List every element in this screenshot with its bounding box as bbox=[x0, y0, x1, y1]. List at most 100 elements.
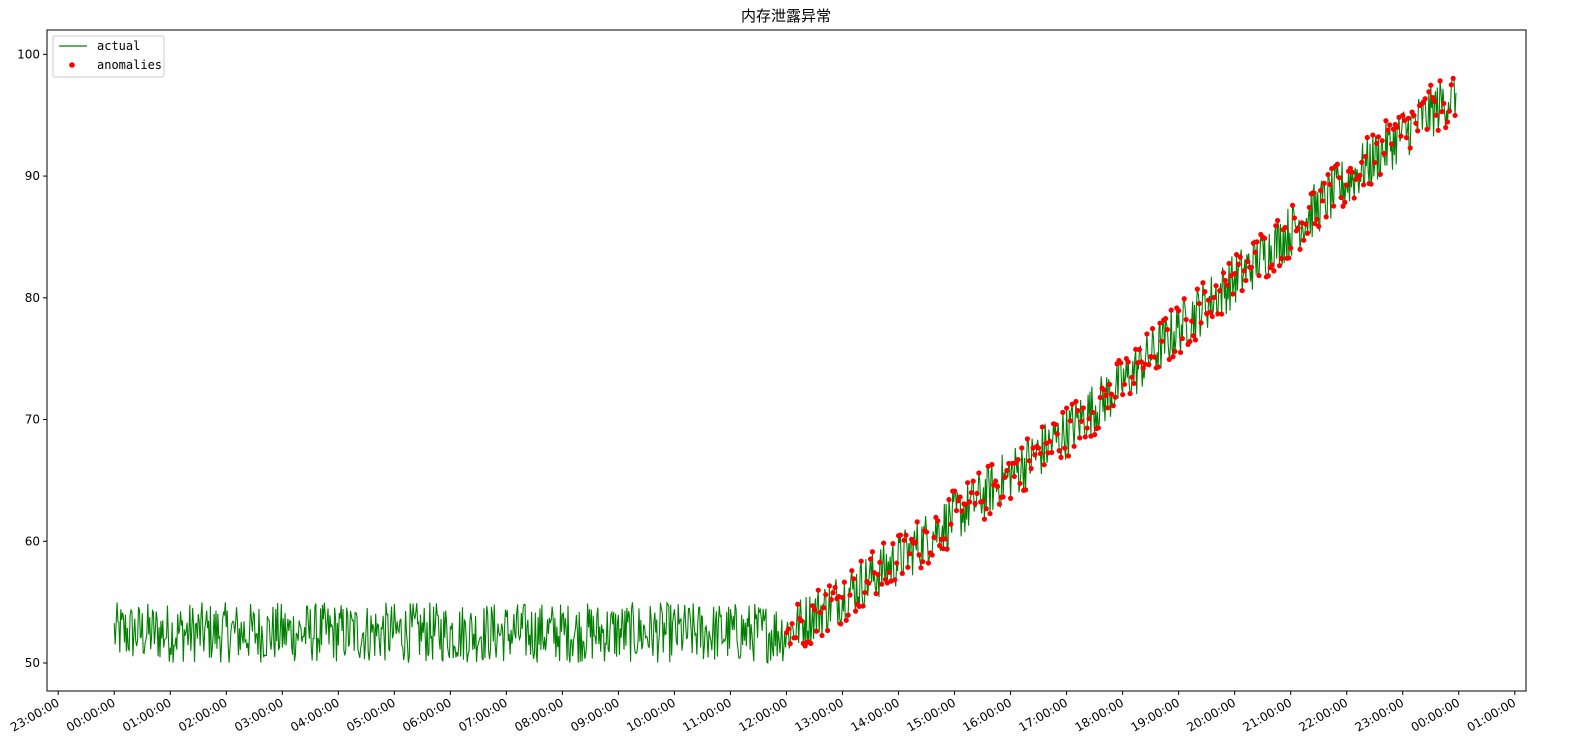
anomaly-point bbox=[858, 558, 864, 564]
anomaly-point bbox=[811, 607, 818, 613]
anomaly-point bbox=[1230, 291, 1236, 297]
anomaly-point bbox=[1360, 182, 1367, 188]
anomaly-point bbox=[1448, 82, 1454, 88]
anomaly-point bbox=[1383, 118, 1389, 124]
y-axis: 50 60 70 80 90 100 bbox=[17, 47, 47, 670]
x-tick-label: 23:00:00 bbox=[8, 695, 62, 734]
anomaly-point bbox=[851, 576, 857, 582]
anomaly-point bbox=[1342, 199, 1348, 205]
anomaly-point bbox=[1403, 135, 1410, 141]
anomaly-point bbox=[1191, 333, 1197, 339]
anomaly-point bbox=[860, 603, 866, 609]
anomaly-point bbox=[1261, 235, 1268, 241]
anomaly-point bbox=[923, 529, 930, 535]
anomaly-point bbox=[1004, 467, 1010, 474]
anomaly-point bbox=[1435, 127, 1441, 133]
anomaly-point bbox=[1108, 391, 1115, 397]
anomaly-point bbox=[1006, 460, 1012, 467]
anomaly-point bbox=[1019, 445, 1025, 451]
anomaly-point bbox=[974, 490, 980, 496]
anomaly-point bbox=[1022, 487, 1029, 493]
x-axis: 23:00:00 00:00:00 01:00:00 02:00:00 03:00:00… bbox=[8, 691, 1518, 735]
anomaly-point bbox=[830, 590, 836, 596]
anomaly-point bbox=[1120, 391, 1126, 398]
anomaly-point bbox=[1288, 245, 1294, 251]
anomaly-point bbox=[1187, 338, 1193, 345]
anomaly-point bbox=[856, 603, 862, 610]
anomaly-point bbox=[1095, 425, 1101, 431]
anomaly-point bbox=[1071, 443, 1077, 449]
anomaly-point bbox=[1200, 280, 1206, 286]
series-actual-line bbox=[113, 77, 1457, 664]
anomaly-point bbox=[1334, 161, 1340, 167]
anomaly-point bbox=[1032, 452, 1038, 458]
anomaly-point bbox=[1441, 100, 1447, 107]
anomaly-point bbox=[916, 552, 922, 558]
anomaly-point bbox=[983, 506, 989, 512]
anomaly-point bbox=[789, 621, 795, 627]
anomaly-point bbox=[1357, 172, 1363, 178]
anomaly-point bbox=[1198, 320, 1204, 326]
x-tick-label: 01:00:00 bbox=[1465, 695, 1519, 734]
x-tick-label: 17:00:00 bbox=[1016, 695, 1070, 734]
anomaly-point bbox=[828, 597, 834, 603]
anomaly-point bbox=[1359, 159, 1365, 165]
anomaly-point bbox=[798, 618, 805, 624]
anomaly-point bbox=[1194, 286, 1200, 292]
anomaly-point bbox=[1157, 320, 1163, 326]
anomaly-point bbox=[1362, 153, 1368, 160]
anomaly-point bbox=[1446, 108, 1453, 114]
anomaly-point bbox=[1121, 381, 1128, 387]
anomaly-point bbox=[1323, 214, 1329, 220]
x-tick-label: 14:00:00 bbox=[848, 695, 902, 734]
anomaly-point bbox=[1069, 401, 1075, 407]
anomaly-point bbox=[1129, 374, 1135, 380]
anomaly-point bbox=[1444, 119, 1451, 125]
x-tick-label: 18:00:00 bbox=[1072, 695, 1126, 734]
x-tick-label: 03:00:00 bbox=[232, 695, 286, 734]
anomaly-point bbox=[1056, 448, 1062, 454]
x-tick-label: 02:00:00 bbox=[176, 695, 230, 734]
anomaly-point bbox=[1065, 453, 1072, 459]
anomaly-point bbox=[1433, 112, 1439, 118]
x-tick-label: 05:00:00 bbox=[344, 695, 398, 734]
anomaly-point bbox=[1407, 145, 1413, 151]
anomaly-point bbox=[1196, 300, 1202, 307]
anomaly-point bbox=[845, 612, 851, 618]
plot-area bbox=[113, 75, 1458, 664]
anomaly-point bbox=[1370, 132, 1376, 138]
anomaly-point bbox=[1103, 392, 1109, 398]
anomaly-point bbox=[819, 632, 825, 639]
anomaly-point bbox=[793, 635, 799, 641]
anomaly-point bbox=[1349, 169, 1355, 175]
y-tick-label: 50 bbox=[25, 656, 40, 670]
anomaly-point bbox=[894, 560, 900, 566]
anomaly-point bbox=[1017, 480, 1023, 487]
anomaly-point bbox=[1028, 465, 1034, 472]
anomaly-point bbox=[1047, 438, 1053, 445]
anomaly-point bbox=[1437, 78, 1443, 84]
anomaly-point bbox=[866, 580, 872, 586]
anomaly-point bbox=[1344, 182, 1350, 188]
anomaly-point bbox=[1136, 347, 1143, 353]
anomaly-point bbox=[1082, 434, 1088, 440]
anomaly-point bbox=[1112, 394, 1118, 400]
anomaly-point bbox=[1351, 195, 1357, 201]
anomaly-point bbox=[944, 546, 950, 552]
y-tick-label: 60 bbox=[25, 534, 40, 548]
anomaly-point bbox=[959, 508, 965, 514]
anomaly-point bbox=[1015, 456, 1021, 463]
anomaly-point bbox=[914, 519, 920, 525]
anomaly-point bbox=[1176, 308, 1182, 314]
y-tick-label: 90 bbox=[25, 169, 40, 183]
anomaly-point bbox=[1209, 313, 1215, 320]
anomaly-point bbox=[1306, 204, 1312, 211]
anomaly-point bbox=[918, 565, 924, 571]
anomaly-point bbox=[981, 516, 988, 522]
anomaly-point bbox=[1131, 380, 1137, 386]
anomaly-point bbox=[1379, 138, 1385, 144]
anomaly-point bbox=[1233, 252, 1240, 258]
x-tick-label: 00:00:00 bbox=[1409, 695, 1463, 734]
anomaly-point bbox=[1179, 335, 1185, 342]
